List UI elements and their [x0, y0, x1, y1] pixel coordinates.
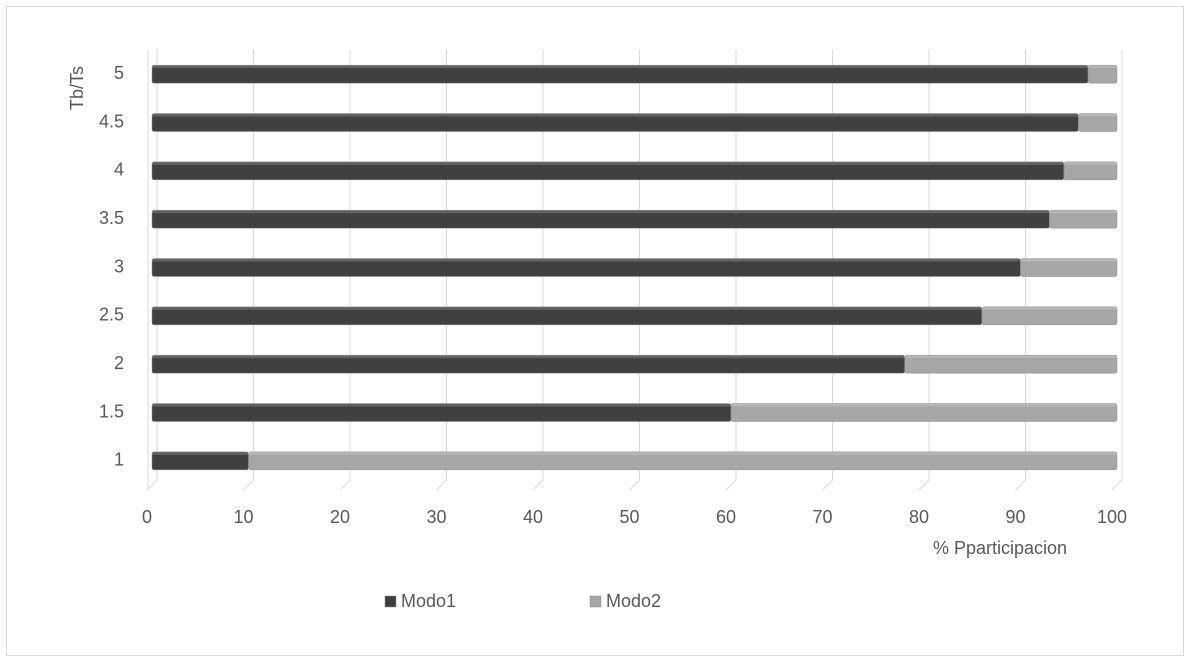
- y-tick-label: 4.5: [99, 111, 124, 131]
- bar-top-highlight: [1063, 161, 1117, 165]
- bar-segment: [1063, 161, 1118, 181]
- y-tick-label: 3: [114, 256, 124, 276]
- y-tick-label: 2: [114, 353, 124, 373]
- bar-top-highlight: [152, 210, 1050, 214]
- x-tick-label: 80: [909, 507, 929, 527]
- grid-line: [1111, 479, 1123, 491]
- bar-top-highlight: [152, 451, 249, 455]
- bar-top-highlight: [152, 403, 731, 407]
- bar-segment: [904, 354, 1118, 374]
- x-tick-label: 10: [233, 507, 253, 527]
- bar-top-highlight: [248, 451, 1117, 455]
- bar-top-highlight: [152, 161, 1064, 165]
- x-tick-label: 30: [426, 507, 446, 527]
- bar-top-highlight: [1049, 210, 1117, 214]
- chart-frame: [6, 6, 1184, 656]
- bar-top-highlight: [152, 355, 905, 359]
- y-tick-label: 3.5: [99, 208, 124, 228]
- x-tick-label: 100: [1097, 507, 1127, 527]
- x-axis-title: % Pparticipacion: [933, 538, 1067, 558]
- legend-label: Modo1: [401, 591, 456, 611]
- bar-segment: [1078, 113, 1118, 132]
- bar-top-highlight: [731, 403, 1117, 407]
- y-tick-label: 1: [114, 450, 124, 470]
- bar-top-highlight: [1078, 113, 1117, 117]
- x-tick-label: 0: [142, 507, 152, 527]
- x-tick-label: 50: [619, 507, 639, 527]
- y-tick-label: 5: [114, 63, 124, 83]
- legend-label: Modo2: [606, 591, 661, 611]
- grid-line: [532, 479, 544, 491]
- grid-line: [629, 479, 640, 491]
- x-tick-label: 60: [716, 507, 736, 527]
- bar-top-highlight: [904, 355, 1117, 359]
- bar-segment: [730, 403, 1118, 422]
- grid-line: [436, 479, 447, 491]
- x-tick-label: 20: [330, 507, 350, 527]
- bar-segment: [248, 451, 1118, 471]
- y-axis-title: Tb/Ts: [67, 66, 87, 110]
- bar-top-highlight: [152, 113, 1079, 117]
- y-tick-label: 4: [114, 160, 124, 180]
- grid-line: [1015, 479, 1026, 491]
- bar-top-highlight: [981, 306, 1117, 310]
- bar-segment: [1020, 258, 1118, 277]
- x-tick-label: 90: [1005, 507, 1025, 527]
- grid-line: [918, 479, 930, 491]
- bar-top-highlight: [152, 306, 982, 310]
- grid-line: [339, 479, 351, 491]
- bar-top-highlight: [152, 65, 1089, 69]
- bar-segment: [981, 306, 1118, 326]
- legend-swatch: [384, 595, 397, 608]
- y-tick-label: 2.5: [99, 305, 124, 325]
- bar-top-highlight: [1088, 65, 1117, 69]
- x-tick-label: 40: [523, 507, 543, 527]
- grid-line: [822, 479, 833, 491]
- bar-segment: [1049, 209, 1118, 229]
- grid-line: [146, 479, 158, 491]
- legend-swatch: [589, 595, 602, 608]
- grid-line: [725, 479, 737, 491]
- bar-top-highlight: [152, 258, 1021, 262]
- x-tick-label: 70: [812, 507, 832, 527]
- grid-line: [243, 479, 254, 491]
- bar-segment: [1087, 64, 1118, 84]
- bar-top-highlight: [1020, 258, 1117, 262]
- y-tick-label: 1.5: [99, 401, 124, 421]
